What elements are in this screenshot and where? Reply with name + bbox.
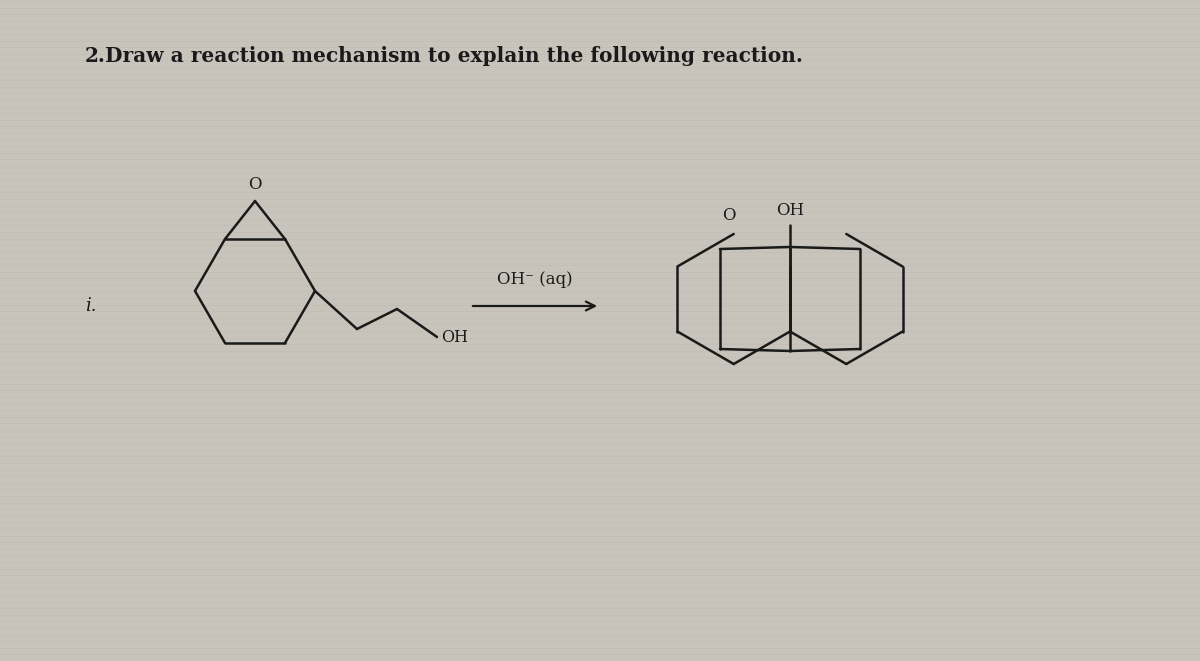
Text: OH: OH — [776, 202, 804, 219]
Text: OH: OH — [442, 329, 468, 346]
Text: O: O — [248, 176, 262, 193]
Text: O: O — [722, 207, 736, 224]
Text: Draw a reaction mechanism to explain the following reaction.: Draw a reaction mechanism to explain the… — [106, 46, 803, 66]
Text: OH⁻ (aq): OH⁻ (aq) — [497, 271, 572, 288]
Text: 2.: 2. — [85, 46, 106, 66]
Text: i.: i. — [85, 297, 96, 315]
